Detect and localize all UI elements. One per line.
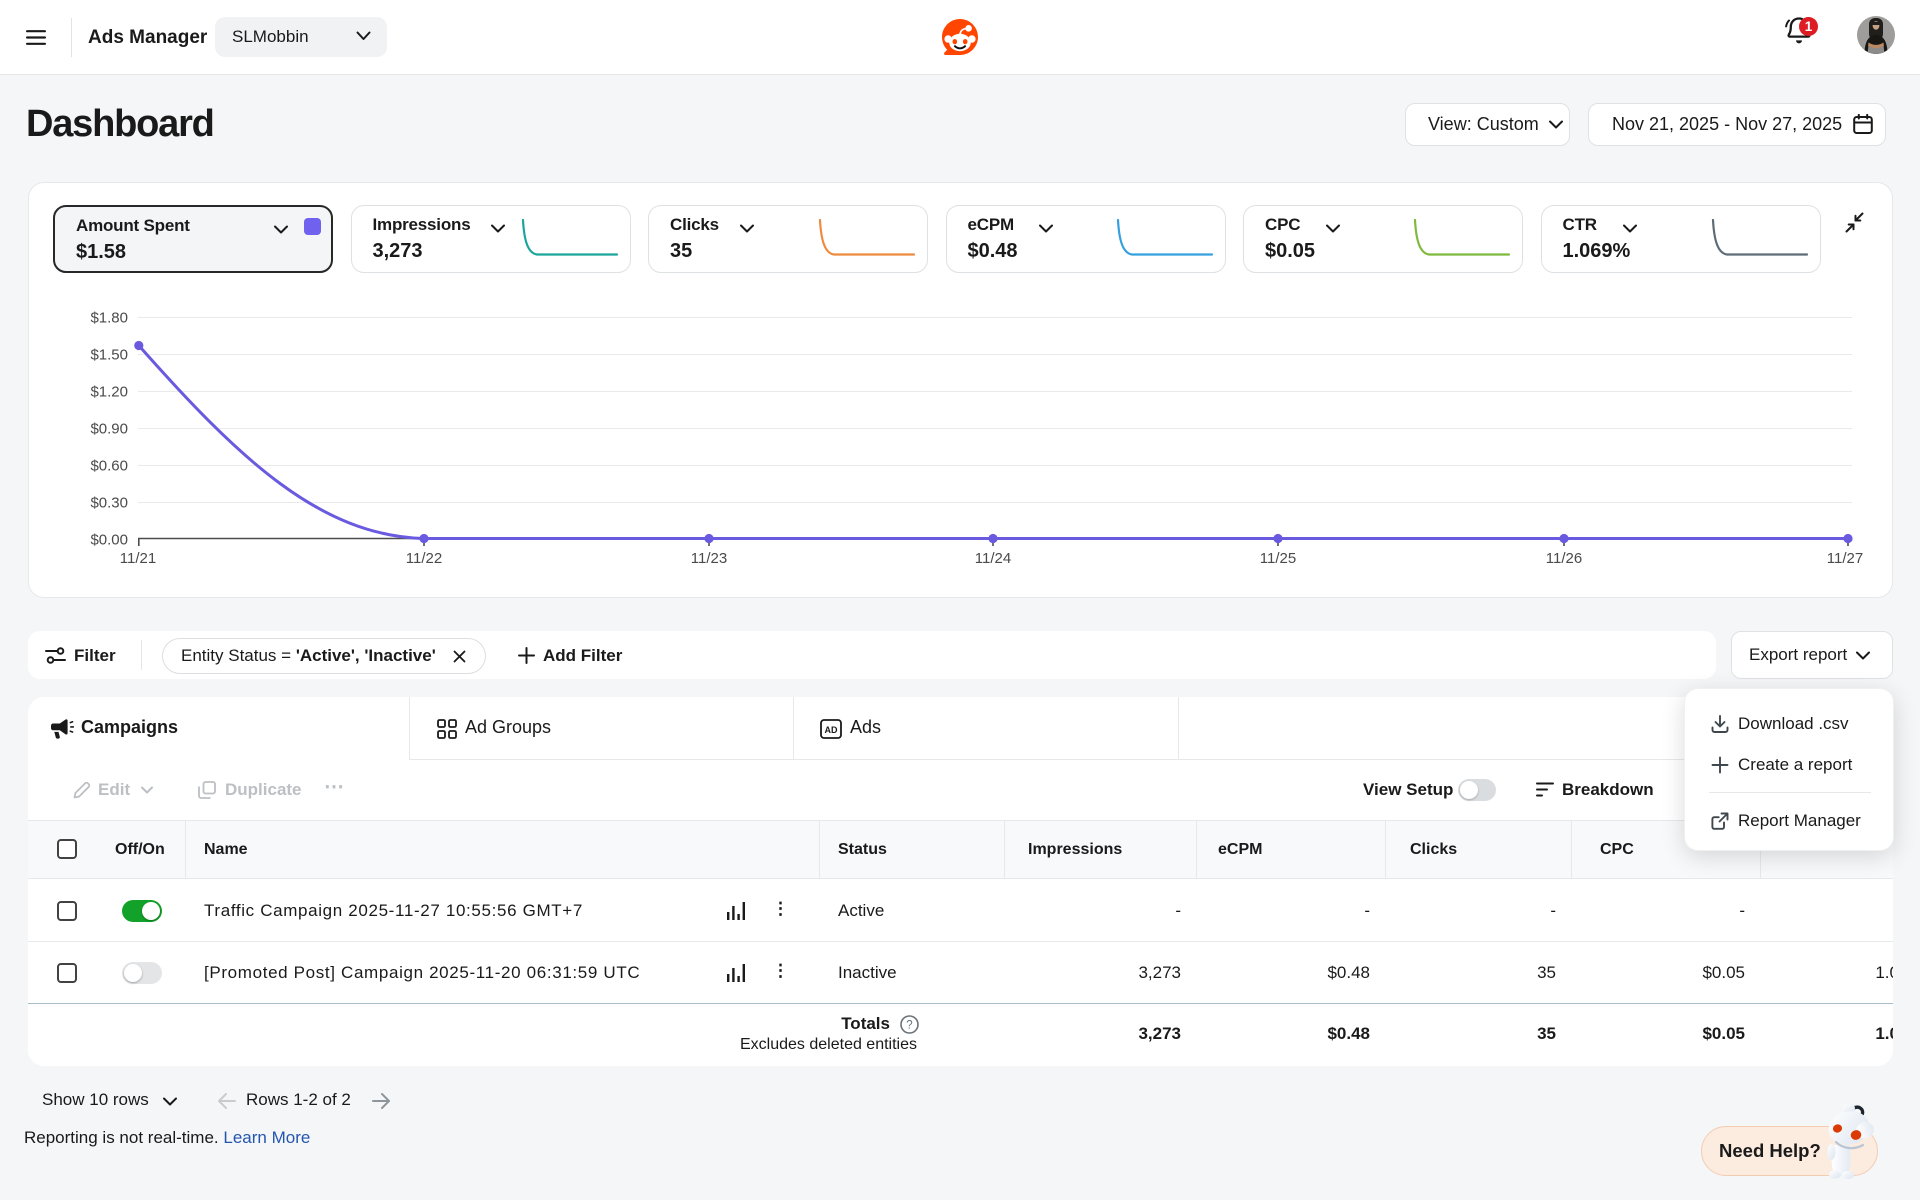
svg-text:11/23: 11/23 (691, 550, 727, 567)
svg-text:11/26: 11/26 (1546, 550, 1582, 567)
svg-text:?: ? (906, 1020, 912, 1032)
svg-text:$0.60: $0.60 (90, 458, 128, 475)
svg-text:11/22: 11/22 (406, 550, 442, 567)
svg-text:11/27: 11/27 (1827, 550, 1863, 567)
svg-text:11/24: 11/24 (975, 550, 1011, 567)
svg-text:$1.80: $1.80 (90, 310, 128, 327)
svg-text:$0.30: $0.30 (90, 495, 128, 512)
svg-text:11/25: 11/25 (1260, 550, 1296, 567)
svg-text:AD: AD (825, 725, 838, 735)
svg-text:$0.90: $0.90 (90, 421, 128, 438)
svg-text:$0.00: $0.00 (90, 532, 128, 549)
svg-text:$1.20: $1.20 (90, 384, 128, 401)
svg-text:11/21: 11/21 (120, 550, 156, 567)
svg-text:$1.50: $1.50 (90, 347, 128, 364)
